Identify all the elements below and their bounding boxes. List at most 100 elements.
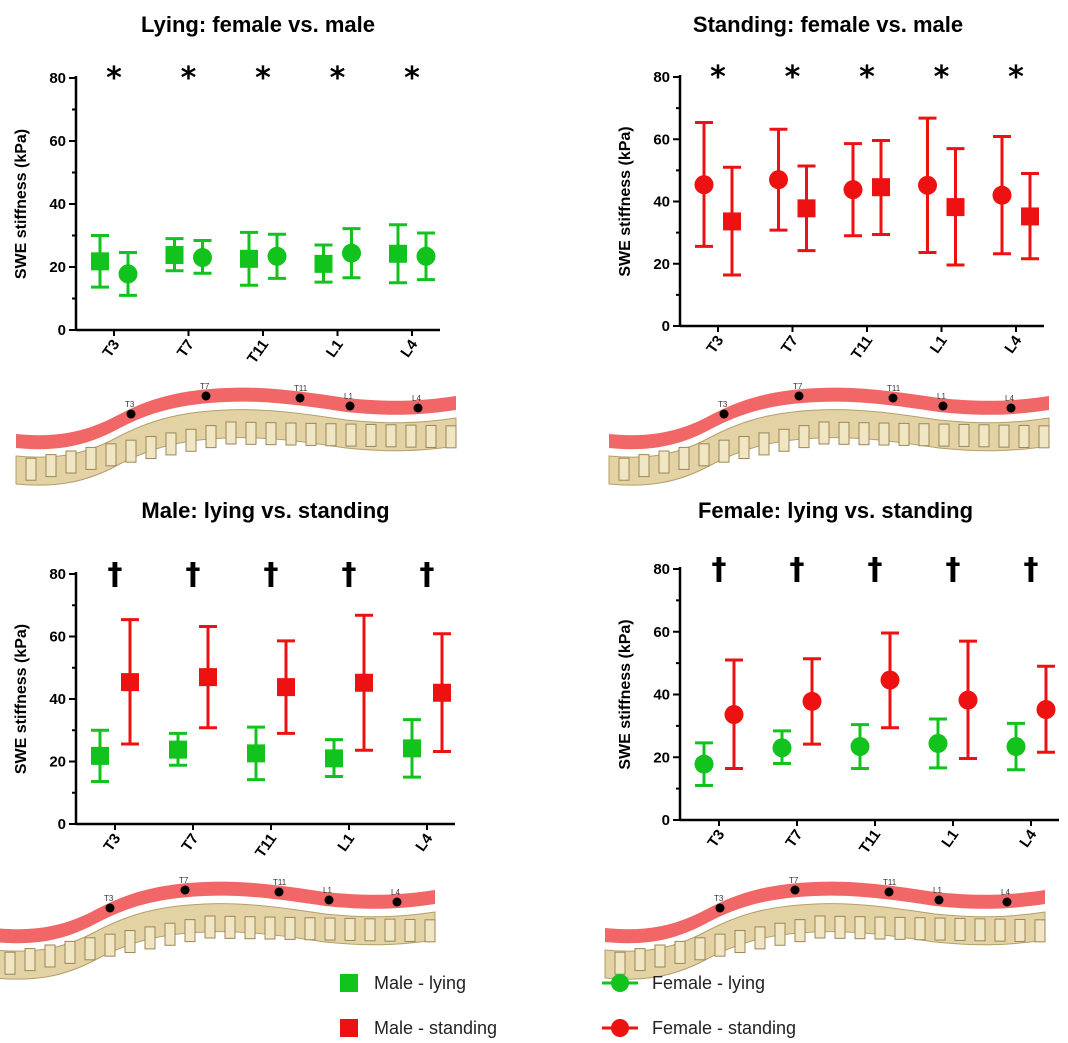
vertebra xyxy=(384,918,396,942)
spine-landmark-label: T7 xyxy=(793,382,803,391)
legend-label: Female - lying xyxy=(652,972,766,993)
muscle-band xyxy=(609,387,1049,450)
spine-landmark-dot xyxy=(790,885,800,895)
spine-landmark-label: T7 xyxy=(789,876,799,885)
circle-line-marker-icon xyxy=(602,974,638,992)
data-point-square xyxy=(121,673,139,692)
data-point-square xyxy=(277,678,295,697)
data-point-square xyxy=(240,249,258,268)
chart-title: Lying: female vs. male xyxy=(141,12,375,37)
y-axis-title: SWE stiffness (kPa) xyxy=(13,129,30,279)
data-point-circle xyxy=(1036,700,1056,720)
vertebra xyxy=(934,917,946,941)
significance-marker: * xyxy=(404,61,420,96)
legend-label: Male - lying xyxy=(374,972,467,993)
vertebra xyxy=(224,915,236,939)
data-point-circle xyxy=(992,185,1012,205)
data-point-square xyxy=(1021,207,1039,226)
x-tick-label: T11 xyxy=(252,831,280,861)
significance-marker: † xyxy=(108,557,123,592)
significance-marker: * xyxy=(330,61,346,96)
significance-marker: † xyxy=(790,552,805,587)
data-point-square xyxy=(91,252,109,271)
vertebra xyxy=(404,918,416,942)
data-point-circle xyxy=(843,180,863,200)
spine-landmark-label: L4 xyxy=(391,888,400,897)
legend-item-male-lying: Male - lying xyxy=(338,968,466,998)
spine-landmark-label: T3 xyxy=(104,894,114,903)
y-tick-label: 40 xyxy=(49,691,66,708)
spine-landmark-dot xyxy=(295,393,305,403)
legend-item-female-standing: Female - standing xyxy=(602,1013,796,1043)
vertebra xyxy=(694,937,706,961)
vertebra xyxy=(998,424,1010,448)
vertebra xyxy=(325,423,337,447)
vertebra xyxy=(838,421,850,445)
vertebra xyxy=(1034,919,1046,943)
spine-landmark-dot xyxy=(392,897,402,907)
vertebra xyxy=(974,918,986,942)
spine-landmark-dot xyxy=(180,885,190,895)
y-tick-label: 40 xyxy=(653,687,670,704)
data-point-circle xyxy=(802,691,822,711)
vertebra xyxy=(818,421,830,445)
vertebra xyxy=(754,926,766,950)
spine-landmark-label: T11 xyxy=(883,878,897,887)
spine-landmark-dot xyxy=(938,401,948,411)
vertebra xyxy=(104,933,116,957)
spine-landmark-label: L4 xyxy=(412,394,421,403)
legend-label: Male - standing xyxy=(374,1017,498,1038)
vertebra xyxy=(225,421,237,445)
significance-marker: * xyxy=(255,61,271,96)
spine-landmark-label: T7 xyxy=(179,876,189,885)
data-point-square xyxy=(433,683,451,702)
data-point-circle xyxy=(928,733,948,753)
vertebra xyxy=(798,425,810,449)
significance-marker: * xyxy=(710,60,726,95)
vertebra xyxy=(365,423,377,447)
data-point-circle xyxy=(1006,737,1026,757)
data-point-circle xyxy=(850,737,870,757)
vertebra xyxy=(894,916,906,940)
vertebral-column xyxy=(608,409,1050,486)
significance-marker: † xyxy=(342,557,357,592)
muscle-band xyxy=(605,881,1045,944)
vertebra xyxy=(424,919,436,943)
vertebra xyxy=(978,424,990,448)
data-point-square xyxy=(723,212,741,231)
data-point-square xyxy=(325,749,343,768)
spine-landmark-dot xyxy=(413,403,423,413)
spine-landmark-label: T3 xyxy=(125,400,135,409)
x-tick-label: L1 xyxy=(323,337,347,361)
panel-lying-female-vs-male: Lying: female vs. male SWE stiffness (kPa… xyxy=(0,0,534,486)
spine-landmark-label: T11 xyxy=(294,384,308,393)
significance-marker: * xyxy=(934,60,950,95)
data-point-circle xyxy=(267,246,287,266)
muscle-band xyxy=(16,387,456,450)
spine-landmark-label: L1 xyxy=(937,392,946,401)
vertebra xyxy=(778,428,790,452)
y-tick-label: 20 xyxy=(49,754,66,771)
vertebra xyxy=(205,425,217,449)
vertebra xyxy=(344,917,356,941)
vertebra xyxy=(678,446,690,470)
spine-landmark-dot xyxy=(324,895,334,905)
spine-landmark-dot xyxy=(274,887,284,897)
legend-item-female-lying: Female - lying xyxy=(602,968,765,998)
vertebra xyxy=(324,917,336,941)
significance-marker: † xyxy=(946,552,961,587)
x-tick-label: T7 xyxy=(782,827,806,851)
vertebra xyxy=(874,916,886,940)
data-point-square xyxy=(355,673,373,692)
significance-marker: † xyxy=(1024,552,1039,587)
spine-landmark-label: L1 xyxy=(933,886,942,895)
vertebra xyxy=(144,926,156,950)
y-tick-label: 20 xyxy=(653,749,670,766)
vertebra xyxy=(84,937,96,961)
spine-landmark-label: T3 xyxy=(714,894,724,903)
data-point-square xyxy=(389,244,407,263)
vertebra xyxy=(65,450,77,474)
data-point-circle xyxy=(118,264,138,284)
vertebra xyxy=(878,422,890,446)
y-axis-title: SWE stiffness (kPa) xyxy=(617,126,634,276)
